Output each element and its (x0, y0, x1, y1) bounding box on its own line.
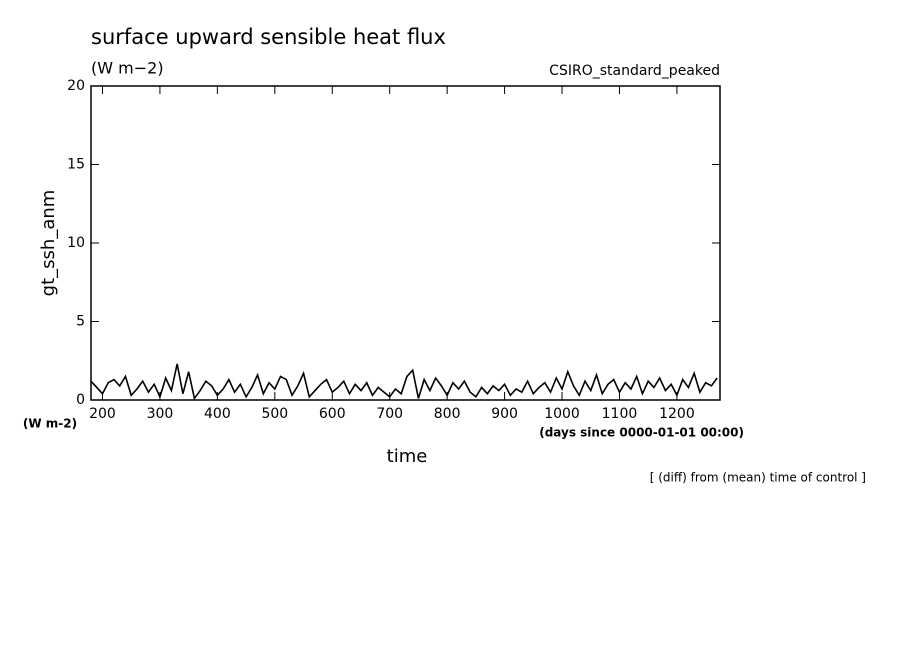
chart-title: surface upward sensible heat flux (91, 25, 446, 49)
plot-frame (90, 85, 721, 401)
y-tick-label: 10 (67, 235, 85, 251)
y-tick-label: 0 (76, 392, 85, 408)
x-tick-label: 400 (204, 406, 231, 422)
note: [ (diff) from (mean) time of control ] (650, 471, 866, 485)
y-tick-label: 20 (67, 78, 85, 94)
x-axis-label: time (387, 446, 428, 467)
x-tick-label: 800 (434, 406, 461, 422)
x-tick-label: 500 (261, 406, 288, 422)
data-line (91, 363, 718, 400)
x-tick-label: 200 (89, 406, 116, 422)
chart-subtitle: (W m−2) (91, 59, 164, 78)
y-tick-label: 5 (76, 314, 85, 330)
x-tick-label: 600 (319, 406, 346, 422)
x-tick-label: 300 (147, 406, 174, 422)
x-tick-label: 700 (376, 406, 403, 422)
annotation: CSIRO_standard_peaked (549, 63, 720, 79)
y-unit: (W m-2) (23, 417, 77, 431)
x-tick-label: 1000 (544, 406, 580, 422)
y-tick-label: 15 (67, 157, 85, 173)
x-tick-label: 1100 (602, 406, 638, 422)
x-tick-label: 900 (491, 406, 518, 422)
x-unit: (days since 0000-01-01 00:00) (539, 426, 744, 440)
y-axis-label: gt_ssh_anm (38, 190, 59, 297)
x-tick-label: 1200 (659, 406, 695, 422)
